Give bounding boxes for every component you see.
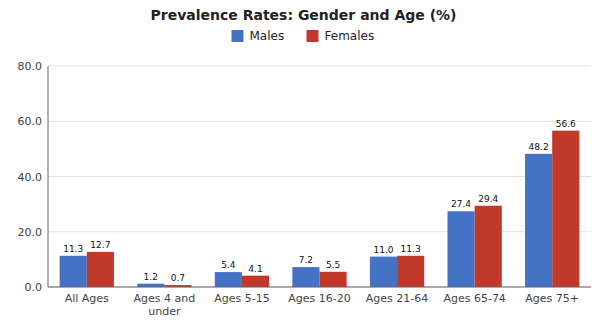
title: Prevalence Rates: Gender and Age (%) [151,7,457,23]
legend-label: Females [325,29,375,43]
data-label: 12.7 [90,240,110,250]
grid-line [48,287,591,288]
y-tick-label: 40.0 [18,171,43,184]
bar [292,267,319,287]
grid-line [48,231,591,232]
data-label: 5.5 [326,260,340,270]
legend-label: Males [250,29,285,43]
legend-swatch [232,30,244,42]
bar [60,256,87,287]
chart: Prevalence Rates: Gender and Age (%) Male… [0,0,607,329]
x-tick-label: Ages 16-20 [288,292,350,305]
bar [215,272,242,287]
data-label: 0.7 [171,273,185,283]
bar [447,211,474,287]
y-tick-label: 20.0 [18,226,43,239]
x-tick-label: Ages 4 andunder [134,292,196,318]
data-label: 11.0 [373,245,393,255]
data-labels: 11.3 1.2 5.4 7.2 11.0 27.4 48.2 12.7 0.7 4.1 5.5 11… [63,119,576,283]
y-axis-line [48,66,49,287]
data-label: 11.3 [63,244,83,254]
data-label: 48.2 [529,142,549,152]
data-label: 4.1 [248,264,262,274]
bars [60,131,580,287]
grid-line [48,66,591,67]
data-label: 56.6 [556,119,576,129]
grid-line [48,121,591,122]
y-tick-label: 0.0 [25,281,43,294]
y-tick-label: 80.0 [18,60,43,73]
x-tick-label: Ages 65-74 [443,292,505,305]
grid [48,66,591,287]
chart-container: Prevalence Rates: Gender and Age (%) Male… [0,0,607,329]
data-label: 7.2 [299,255,313,265]
bar [370,257,397,287]
legend: Males Females [232,29,375,43]
x-tick-label: Ages 21-64 [366,292,428,305]
bar [397,256,424,287]
x-tick-label: All Ages [65,292,109,305]
data-label: 5.4 [221,260,236,270]
bar [87,252,114,287]
y-tick-label: 60.0 [18,115,43,128]
x-tick-label: Ages 75+ [525,292,579,305]
x-axis-line [48,287,591,288]
data-label: 11.3 [401,244,421,254]
bar [242,276,269,287]
bar [475,206,502,287]
data-label: 1.2 [144,272,158,282]
grid-line [48,176,591,177]
bar [320,272,347,287]
x-tick-label: Ages 5-15 [214,292,269,305]
data-label: 27.4 [451,199,471,209]
bar [525,154,552,287]
data-label: 29.4 [478,194,498,204]
legend-swatch [307,30,319,42]
bar [552,131,579,287]
